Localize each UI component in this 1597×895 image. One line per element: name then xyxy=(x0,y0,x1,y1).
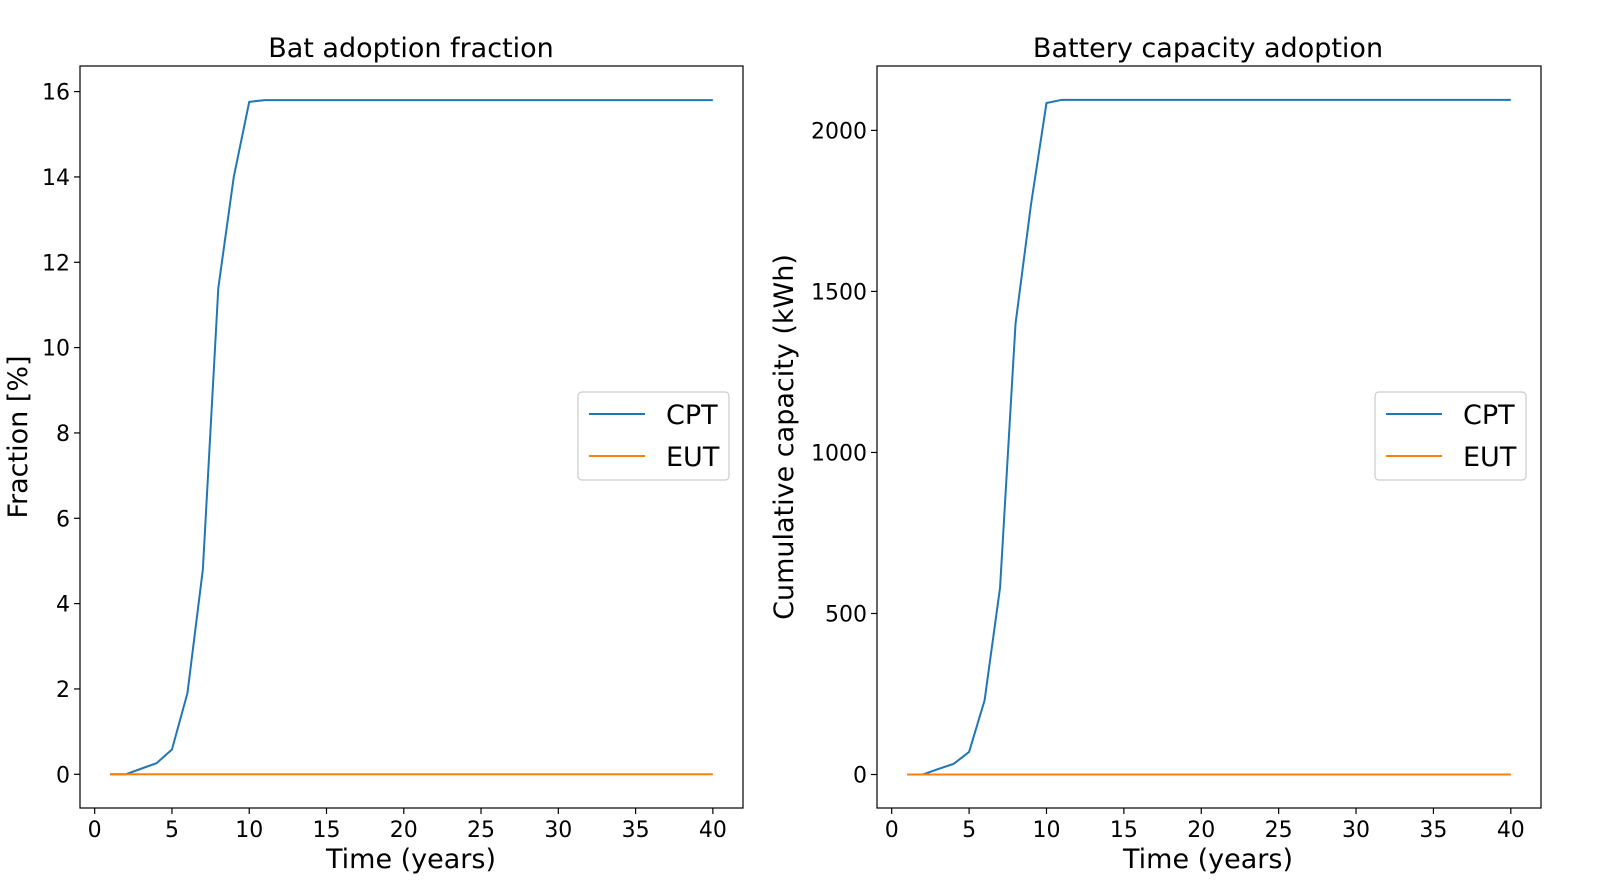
y-tick-label: 0 xyxy=(853,764,867,789)
y-tick-label: 2000 xyxy=(811,119,867,144)
y-tick-label: 2 xyxy=(56,678,70,703)
x-tick-label: 20 xyxy=(1187,818,1215,843)
legend-label-eut: EUT xyxy=(1463,442,1517,473)
legend: CPT EUT xyxy=(1374,391,1527,481)
plot-frame xyxy=(79,65,744,809)
x-tick-label: 0 xyxy=(885,818,899,843)
x-tick-label: 35 xyxy=(1419,818,1447,843)
y-axis-label: Cumulative capacity (kWh) xyxy=(769,254,800,620)
series-line-cpt xyxy=(907,98,1511,776)
x-tick-label: 10 xyxy=(235,818,263,843)
y-tick-label: 0 xyxy=(56,763,70,788)
chart-title: Bat adoption fraction xyxy=(268,33,554,64)
chart-title: Battery capacity adoption xyxy=(1033,33,1383,64)
x-tick-label: 5 xyxy=(165,818,179,843)
x-axis-label: Time (years) xyxy=(1122,844,1293,875)
x-tick-label: 0 xyxy=(88,818,102,843)
x-tick-label: 10 xyxy=(1032,818,1060,843)
x-tick-label: 35 xyxy=(622,818,650,843)
y-tick-label: 1500 xyxy=(811,280,867,305)
series-line-cpt xyxy=(110,99,713,776)
x-tick-label: 15 xyxy=(1110,818,1138,843)
legend-label-cpt: CPT xyxy=(666,400,718,431)
y-tick-label: 8 xyxy=(56,422,70,447)
y-tick-label: 1000 xyxy=(811,441,867,466)
y-tick-label: 14 xyxy=(42,166,70,191)
x-tick-label: 25 xyxy=(467,818,495,843)
y-tick-label: 500 xyxy=(825,602,867,627)
x-axis-label: Time (years) xyxy=(325,844,496,875)
x-tick-label: 30 xyxy=(1342,818,1370,843)
series-lines xyxy=(907,98,1511,776)
x-tick-label: 25 xyxy=(1265,818,1293,843)
legend: CPT EUT xyxy=(577,391,730,481)
y-tick-label: 6 xyxy=(56,507,70,532)
y-axis-label: Fraction [%] xyxy=(3,355,34,518)
tick-group: 0 5 10 15 20 25 30 35 40 0 2 4 6 8 10 12 14 16 xyxy=(42,81,727,843)
y-tick-label: 10 xyxy=(42,337,70,362)
series-lines xyxy=(110,99,713,776)
fraction-chart: Bat adoption fraction Time (years) Fract… xyxy=(3,33,744,875)
legend-label-eut: EUT xyxy=(666,442,720,473)
x-tick-label: 5 xyxy=(962,818,976,843)
x-tick-label: 15 xyxy=(313,818,341,843)
y-tick-label: 12 xyxy=(42,251,70,276)
tick-group: 0 5 10 15 20 25 30 35 40 0 500 1000 1500 2000 xyxy=(811,119,1525,843)
legend-label-cpt: CPT xyxy=(1463,400,1515,431)
x-tick-label: 40 xyxy=(699,818,727,843)
x-tick-label: 20 xyxy=(390,818,418,843)
y-tick-label: 16 xyxy=(42,81,70,106)
capacity-chart: Battery capacity adoption Time (years) C… xyxy=(769,33,1542,875)
y-tick-label: 4 xyxy=(56,593,70,618)
x-tick-label: 30 xyxy=(544,818,572,843)
x-tick-label: 40 xyxy=(1497,818,1525,843)
plot-frame xyxy=(876,65,1542,809)
